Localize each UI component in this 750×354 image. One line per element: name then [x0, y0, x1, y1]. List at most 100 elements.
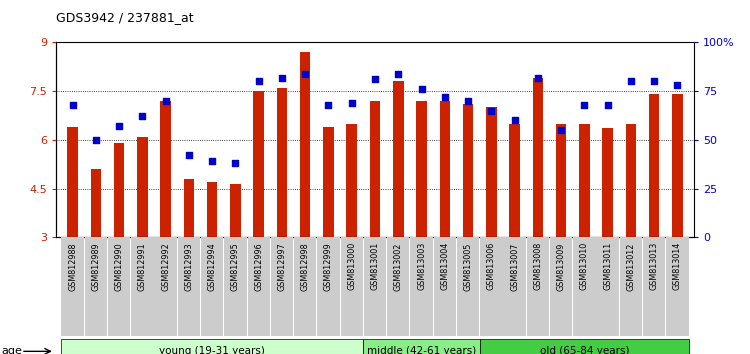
Bar — [620, 237, 642, 336]
Point — [555, 127, 567, 133]
Text: GSM813004: GSM813004 — [440, 242, 449, 290]
Text: old (65-84 years): old (65-84 years) — [540, 346, 629, 354]
Point — [392, 71, 404, 76]
Bar — [457, 237, 479, 336]
Bar — [579, 124, 590, 237]
Text: GSM812988: GSM812988 — [68, 242, 77, 291]
Bar — [573, 237, 596, 336]
Bar — [114, 143, 125, 237]
Text: young (19-31 years): young (19-31 years) — [159, 346, 265, 354]
Text: GSM812998: GSM812998 — [301, 242, 310, 291]
Bar — [184, 179, 194, 237]
Bar — [602, 129, 613, 237]
Bar — [160, 101, 171, 237]
Bar — [207, 182, 218, 237]
Bar — [649, 95, 659, 237]
Bar — [503, 237, 526, 336]
Bar — [62, 237, 84, 336]
Text: GSM813013: GSM813013 — [650, 242, 658, 290]
Text: GSM812990: GSM812990 — [115, 242, 124, 291]
Point — [346, 100, 358, 106]
Point — [602, 102, 613, 108]
Bar — [393, 81, 404, 237]
Bar — [91, 169, 101, 237]
Bar — [178, 237, 200, 336]
Point — [485, 108, 497, 114]
Bar — [254, 91, 264, 237]
Text: GSM813011: GSM813011 — [603, 242, 612, 290]
Text: GSM813002: GSM813002 — [394, 242, 403, 291]
Point — [67, 102, 79, 108]
Bar — [440, 101, 450, 237]
Bar — [68, 127, 78, 237]
Text: GSM812992: GSM812992 — [161, 242, 170, 291]
Text: GSM812999: GSM812999 — [324, 242, 333, 291]
Bar — [596, 237, 619, 336]
Bar — [277, 88, 287, 237]
FancyBboxPatch shape — [480, 339, 689, 354]
Text: GSM812991: GSM812991 — [138, 242, 147, 291]
Text: GSM813014: GSM813014 — [673, 242, 682, 290]
Bar — [463, 104, 473, 237]
Bar — [201, 237, 223, 336]
Point — [299, 71, 311, 76]
Point — [416, 86, 428, 92]
Bar — [556, 124, 566, 237]
Bar — [323, 127, 334, 237]
Bar — [364, 237, 386, 336]
Text: GSM812996: GSM812996 — [254, 242, 263, 291]
Bar — [509, 124, 520, 237]
Bar — [300, 52, 310, 237]
Point — [136, 114, 148, 119]
Bar — [532, 78, 543, 237]
Bar — [416, 101, 427, 237]
Bar — [230, 184, 241, 237]
Text: GSM812995: GSM812995 — [231, 242, 240, 291]
Bar — [666, 237, 688, 336]
Point — [113, 124, 125, 129]
Bar — [410, 237, 433, 336]
Bar — [154, 237, 177, 336]
Text: GSM812989: GSM812989 — [92, 242, 100, 291]
Bar — [340, 237, 363, 336]
Point — [322, 102, 334, 108]
Bar — [486, 107, 496, 237]
Point — [625, 79, 637, 84]
Bar — [248, 237, 270, 336]
Point — [509, 118, 520, 123]
Text: age: age — [2, 346, 22, 354]
Text: GSM813010: GSM813010 — [580, 242, 589, 290]
Point — [462, 98, 474, 104]
Bar — [271, 237, 293, 336]
Point — [253, 79, 265, 84]
Point — [671, 82, 683, 88]
Text: GSM813005: GSM813005 — [464, 242, 472, 291]
Text: GSM812993: GSM812993 — [184, 242, 194, 291]
Bar — [346, 124, 357, 237]
Point — [230, 160, 242, 166]
Text: GSM813000: GSM813000 — [347, 242, 356, 290]
Bar — [370, 101, 380, 237]
Point — [90, 137, 102, 143]
Bar — [85, 237, 107, 336]
Point — [439, 94, 451, 100]
Bar — [626, 124, 636, 237]
Text: GSM812997: GSM812997 — [278, 242, 286, 291]
Text: middle (42-61 years): middle (42-61 years) — [367, 346, 476, 354]
Bar — [480, 237, 502, 336]
Point — [578, 102, 590, 108]
Text: GSM813006: GSM813006 — [487, 242, 496, 290]
Point — [532, 75, 544, 80]
Point — [276, 75, 288, 80]
Bar — [131, 237, 154, 336]
Point — [648, 79, 660, 84]
Text: GSM813008: GSM813008 — [533, 242, 542, 290]
FancyBboxPatch shape — [363, 339, 480, 354]
Bar — [108, 237, 130, 336]
Point — [183, 153, 195, 158]
FancyBboxPatch shape — [61, 339, 363, 354]
Text: GSM813007: GSM813007 — [510, 242, 519, 291]
Point — [369, 77, 381, 82]
Text: GSM813003: GSM813003 — [417, 242, 426, 290]
Text: GSM813009: GSM813009 — [556, 242, 566, 291]
